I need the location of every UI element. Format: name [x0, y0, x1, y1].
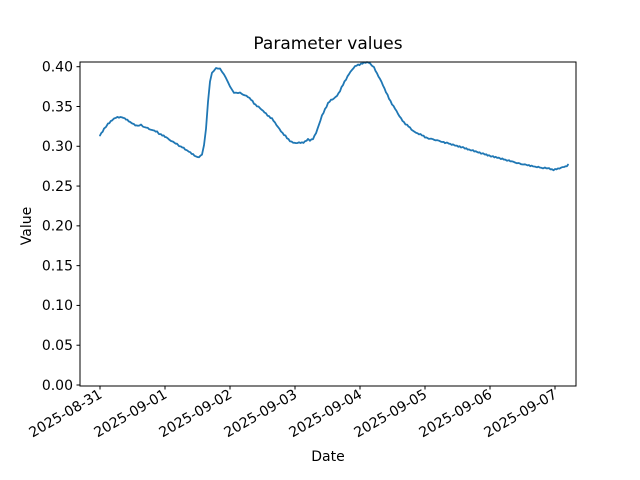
series-line: [99, 61, 569, 172]
y-tick-label: 0.20: [42, 219, 73, 235]
x-axis-label: Date: [311, 449, 344, 465]
y-tick-label: 0.40: [42, 60, 73, 76]
y-tick-label: 0.10: [42, 298, 73, 314]
y-tick-label: 0.30: [42, 139, 73, 155]
y-tick-label: 0.15: [42, 258, 73, 274]
y-axis-ticks: 0.00 0.05 0.10 0.15 0.20 0.25 0.30 0.35 0.40: [42, 60, 80, 394]
y-tick-label: 0.35: [42, 99, 73, 115]
plot-area: [79, 61, 577, 387]
y-tick-label: 0.05: [42, 338, 73, 354]
chart-title: Parameter values: [253, 34, 402, 54]
y-tick-label: 0.00: [42, 378, 73, 394]
data-series: [99, 61, 569, 172]
y-tick-label: 0.25: [42, 179, 73, 195]
y-axis-label: Value: [19, 207, 35, 245]
